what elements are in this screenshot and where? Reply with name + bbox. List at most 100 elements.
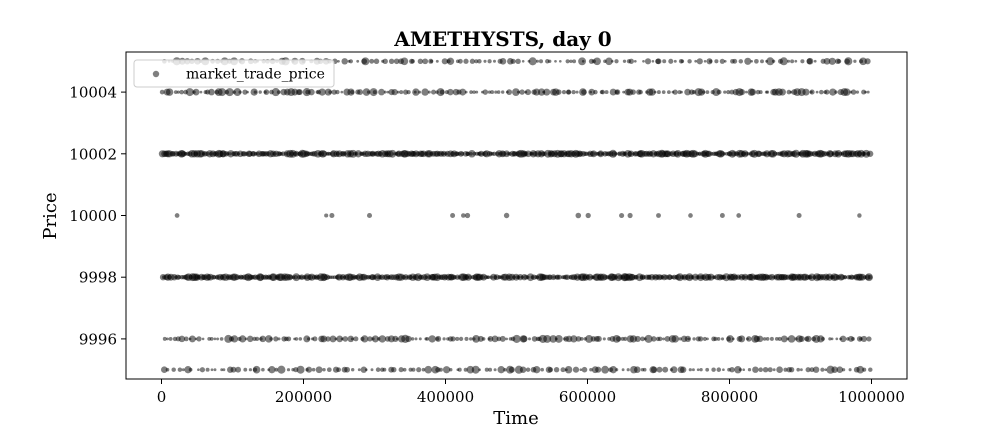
trade-point (653, 90, 657, 94)
trade-point (428, 335, 436, 343)
trade-point (354, 150, 362, 158)
trade-point (220, 368, 224, 372)
trade-point (835, 337, 839, 341)
trade-point (258, 90, 262, 94)
trade-point (855, 90, 860, 94)
trade-point (209, 337, 214, 341)
trade-point (487, 59, 492, 64)
legend: market_trade_price (133, 59, 335, 88)
trade-point (633, 59, 637, 63)
trade-point (554, 334, 563, 343)
trade-point (218, 88, 227, 97)
trade-point (732, 58, 738, 64)
trade-point (774, 337, 779, 341)
trade-point (463, 58, 469, 64)
trade-point (350, 337, 354, 341)
trade-point (475, 90, 479, 94)
trade-point (820, 367, 825, 372)
trade-point (744, 57, 752, 65)
x-tick-label: 800000 (701, 388, 758, 406)
trade-point (706, 337, 709, 341)
trade-point (688, 368, 692, 372)
trade-point (383, 90, 387, 94)
trade-point (487, 336, 494, 342)
trade-point (388, 149, 397, 158)
trade-point (515, 58, 521, 65)
trade-point (422, 58, 429, 65)
trade-point (268, 366, 276, 374)
trade-point (696, 368, 700, 372)
trade-point (830, 337, 834, 341)
data-points (158, 57, 874, 374)
trade-point (595, 335, 602, 342)
trade-point (604, 90, 609, 95)
trade-point (802, 88, 810, 96)
trade-point (844, 57, 853, 66)
trade-point (497, 366, 505, 374)
trade-point (687, 337, 691, 341)
trade-point (337, 59, 340, 63)
trade-point (357, 368, 361, 372)
trade-point (579, 368, 583, 372)
trade-point (488, 367, 493, 372)
trade-point (571, 89, 576, 95)
trade-point (726, 90, 731, 95)
trade-point (861, 89, 867, 95)
trade-point (734, 365, 742, 374)
trade-point (288, 274, 293, 280)
trade-point (829, 88, 837, 96)
trade-point (171, 367, 176, 372)
trade-point (564, 365, 573, 374)
trade-point (248, 368, 252, 372)
trade-point (296, 365, 305, 374)
y-tick-label: 9998 (79, 269, 117, 287)
trade-point (168, 336, 173, 341)
trade-point (238, 90, 242, 94)
trade-point (806, 57, 814, 65)
trade-point (482, 89, 489, 95)
trade-point (370, 368, 374, 372)
trade-point (738, 88, 746, 96)
trade-point (458, 336, 464, 342)
trade-point (798, 335, 805, 342)
trade-point (589, 367, 593, 372)
trade-point (329, 335, 337, 343)
trade-point (178, 335, 186, 343)
trade-point (821, 336, 825, 341)
trade-point (749, 88, 757, 96)
trade-point (353, 336, 359, 342)
trade-point (575, 90, 579, 94)
trade-point (233, 88, 242, 97)
trade-point (661, 90, 666, 94)
trade-point (427, 90, 431, 94)
trade-point (183, 336, 189, 342)
trade-point (185, 88, 194, 97)
trade-point (731, 337, 735, 341)
x-axis-label: Time (493, 408, 538, 429)
trade-point (210, 368, 214, 372)
trade-point (680, 90, 683, 94)
trade-point (477, 59, 482, 64)
trade-point (622, 59, 627, 63)
trade-point (525, 367, 531, 372)
trade-point (738, 59, 744, 64)
trade-point (666, 90, 671, 95)
legend-label: market_trade_price (186, 67, 325, 83)
trade-point (442, 366, 451, 374)
trade-point (557, 274, 562, 280)
trade-point (615, 368, 619, 372)
trade-point (673, 59, 677, 63)
trade-point (254, 336, 260, 342)
trade-point (378, 335, 386, 343)
trade-point (796, 367, 801, 372)
trade-point (487, 90, 492, 94)
trade-point (416, 367, 422, 373)
trade-point (391, 88, 398, 96)
trade-point (533, 366, 541, 374)
trade-point (788, 367, 795, 373)
trade-point (688, 213, 693, 218)
trade-point (762, 337, 767, 341)
trade-point (177, 367, 183, 372)
trade-point (165, 367, 170, 372)
trade-point (705, 367, 710, 372)
